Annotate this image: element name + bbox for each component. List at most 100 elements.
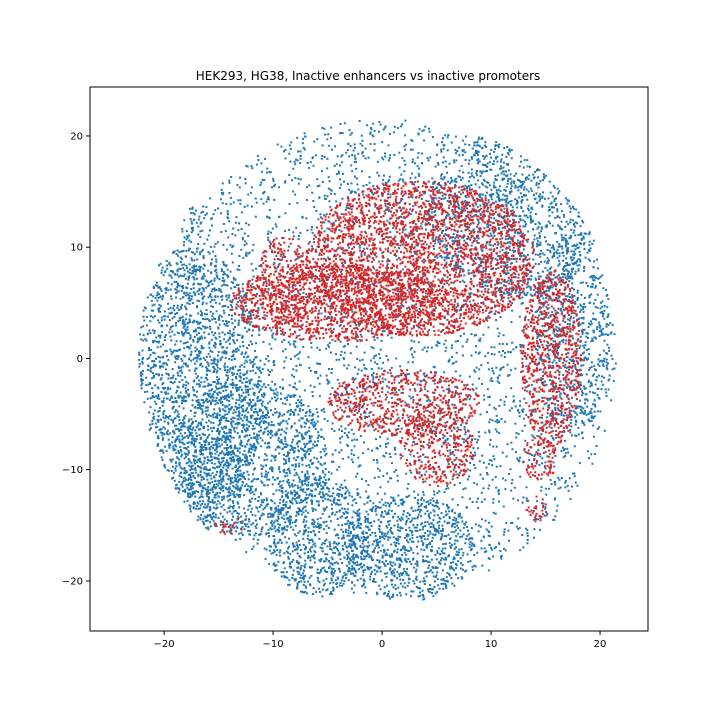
scatter-point bbox=[520, 201, 523, 204]
scatter-point bbox=[247, 223, 250, 226]
scatter-point bbox=[517, 284, 520, 287]
scatter-point bbox=[464, 487, 467, 490]
scatter-point bbox=[350, 452, 353, 455]
scatter-point bbox=[564, 363, 567, 366]
scatter-point bbox=[271, 186, 273, 189]
scatter-point bbox=[589, 410, 592, 413]
scatter-point bbox=[337, 542, 340, 545]
scatter-point bbox=[254, 356, 257, 359]
scatter-point bbox=[458, 463, 461, 466]
scatter-point bbox=[453, 511, 456, 514]
scatter-point bbox=[325, 374, 328, 377]
scatter-point bbox=[218, 289, 221, 292]
scatter-point bbox=[200, 266, 202, 269]
scatter-point bbox=[329, 229, 332, 232]
scatter-point bbox=[175, 399, 178, 402]
scatter-point bbox=[173, 417, 176, 420]
scatter-point bbox=[414, 176, 417, 179]
scatter-point bbox=[152, 295, 155, 298]
scatter-point bbox=[233, 342, 236, 345]
scatter-point bbox=[341, 493, 343, 496]
scatter-point bbox=[390, 366, 393, 369]
scatter-point bbox=[471, 383, 474, 386]
scatter-point bbox=[198, 332, 201, 335]
scatter-point bbox=[171, 465, 174, 468]
scatter-point bbox=[243, 471, 245, 474]
scatter-point bbox=[466, 553, 469, 556]
scatter-point bbox=[216, 275, 219, 278]
scatter-point bbox=[330, 562, 333, 565]
scatter-point bbox=[261, 475, 263, 478]
scatter-point bbox=[216, 393, 219, 396]
scatter-point bbox=[457, 577, 460, 580]
scatter-point bbox=[378, 395, 381, 398]
scatter-point bbox=[188, 314, 191, 317]
scatter-point bbox=[308, 440, 311, 443]
scatter-point bbox=[155, 336, 158, 339]
scatter-point bbox=[203, 312, 206, 315]
scatter-point bbox=[550, 483, 553, 486]
scatter-point bbox=[418, 417, 421, 420]
scatter-point bbox=[247, 193, 250, 196]
scatter-point bbox=[387, 302, 390, 305]
scatter-point bbox=[442, 543, 445, 546]
scatter-point bbox=[175, 296, 177, 299]
scatter-point bbox=[305, 464, 308, 467]
scatter-point bbox=[259, 437, 262, 440]
scatter-point bbox=[288, 174, 291, 176]
scatter-point bbox=[379, 357, 382, 360]
scatter-point bbox=[429, 532, 432, 535]
scatter-point bbox=[432, 429, 435, 432]
scatter-point bbox=[193, 483, 196, 486]
scatter-point bbox=[418, 307, 421, 310]
scatter-point bbox=[208, 294, 211, 297]
scatter-point bbox=[390, 336, 393, 339]
scatter-point bbox=[580, 384, 583, 387]
scatter-point bbox=[578, 462, 581, 465]
scatter-point bbox=[558, 430, 561, 433]
scatter-point bbox=[545, 514, 548, 517]
scatter-point bbox=[321, 409, 323, 412]
scatter-point bbox=[334, 410, 337, 413]
scatter-point bbox=[350, 182, 353, 185]
scatter-point bbox=[381, 182, 384, 185]
scatter-point bbox=[222, 434, 225, 437]
scatter-point bbox=[161, 449, 164, 452]
scatter-point bbox=[571, 365, 574, 368]
scatter-point bbox=[540, 260, 543, 263]
scatter-point bbox=[447, 533, 450, 536]
scatter-point bbox=[230, 393, 233, 396]
scatter-point bbox=[580, 293, 583, 296]
scatter-point bbox=[219, 288, 222, 291]
scatter-point bbox=[267, 236, 270, 239]
scatter-point bbox=[451, 403, 454, 406]
scatter-point bbox=[417, 172, 420, 175]
scatter-point bbox=[438, 490, 441, 493]
scatter-point bbox=[413, 304, 416, 307]
scatter-point bbox=[511, 309, 514, 312]
scatter-point bbox=[224, 386, 227, 389]
scatter-point bbox=[249, 451, 252, 454]
scatter-point bbox=[485, 210, 488, 212]
scatter-point bbox=[290, 358, 292, 360]
scatter-point bbox=[369, 143, 372, 145]
scatter-point bbox=[485, 316, 488, 319]
scatter-point bbox=[481, 383, 483, 385]
scatter-point bbox=[188, 441, 190, 444]
scatter-point bbox=[209, 525, 212, 528]
scatter-point bbox=[432, 225, 435, 228]
scatter-point bbox=[311, 231, 314, 234]
scatter-point bbox=[576, 413, 579, 416]
scatter-point bbox=[540, 433, 543, 436]
scatter-point bbox=[378, 319, 381, 322]
scatter-point bbox=[401, 268, 404, 271]
scatter-point bbox=[421, 152, 423, 155]
scatter-point bbox=[447, 487, 450, 490]
scatter-point bbox=[217, 360, 219, 363]
scatter-point bbox=[167, 392, 170, 395]
scatter-point bbox=[418, 174, 421, 177]
scatter-point bbox=[327, 471, 330, 474]
scatter-point bbox=[613, 367, 616, 370]
scatter-point bbox=[273, 265, 276, 268]
scatter-point bbox=[338, 164, 341, 167]
